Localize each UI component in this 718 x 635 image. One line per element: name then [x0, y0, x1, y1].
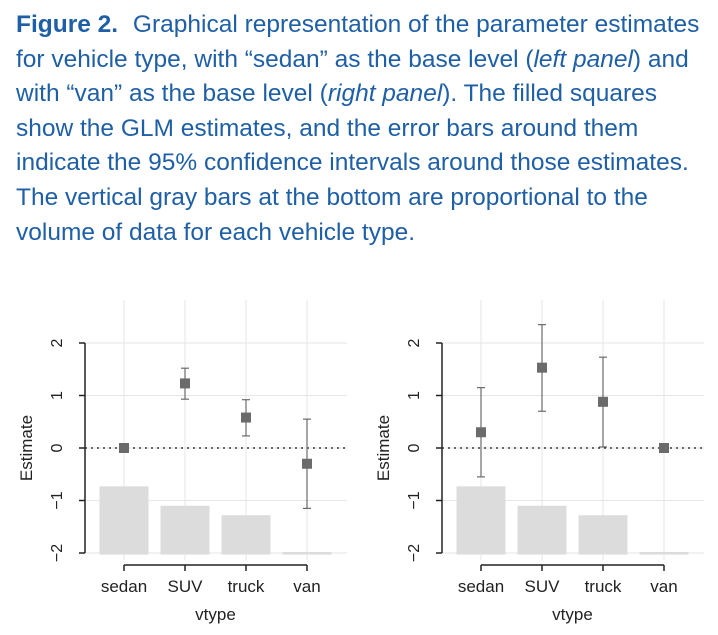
figure-label: Figure 2. [16, 11, 119, 38]
right-ytick-label: 1 [406, 391, 423, 400]
right-ytick-label: 0 [406, 443, 423, 452]
right-ytick-label: 2 [406, 338, 423, 347]
left-y-axis-title: Estimate [17, 415, 36, 481]
left-volume-bar-truck [221, 515, 271, 555]
right-xtick-label-van: van [650, 577, 677, 596]
right-xtick-label-sedan: sedan [458, 577, 504, 596]
left-estimate-marker-sedan [119, 443, 129, 453]
right-volume-bar-sedan [456, 486, 506, 555]
left-volume-bar-van [282, 551, 332, 555]
left-ytick-label: −1 [49, 491, 66, 509]
right-estimate-marker-van [659, 443, 669, 453]
right-xtick-label-suv: SUV [525, 577, 561, 596]
figure-caption: Figure 2. Graphical representation of th… [16, 8, 706, 250]
left-ytick-label: −2 [49, 544, 66, 562]
right-y-axis-title: Estimate [374, 415, 393, 481]
chart-panel-right: −2 −1 0 1 2 Estimate sedan SUV truck van vtype [374, 300, 704, 624]
right-xtick-label-truck: truck [585, 577, 622, 596]
left-ytick-label: 1 [49, 391, 66, 400]
left-xtick-label-van: van [293, 577, 320, 596]
right-ytick-label: −2 [406, 544, 423, 562]
caption-italic-right-panel: right panel [327, 80, 443, 108]
left-volume-bar-suv [160, 505, 210, 555]
left-estimate-marker-suv [180, 378, 190, 389]
right-volume-bar-van [639, 551, 689, 555]
left-xtick-label-sedan: sedan [101, 577, 147, 596]
right-estimate-marker-suv [537, 362, 547, 373]
caption-text-2: ) and with “van” as the base level ( [16, 45, 689, 108]
caption-text-1: Graphical representation of the paramete… [16, 11, 700, 73]
left-xtick-label-truck: truck [228, 577, 265, 596]
right-x-axis-title: vtype [552, 605, 593, 624]
left-x-axis-title: vtype [195, 605, 236, 624]
left-estimate-marker-van [302, 458, 312, 469]
right-volume-bar-truck [578, 515, 628, 555]
chart-panel-left: −2 −1 0 1 2 Estimate sedan SUV truck van vtype [17, 300, 347, 624]
right-ytick-label: −1 [406, 491, 423, 509]
left-volume-bar-sedan [99, 486, 149, 555]
right-volume-bar-suv [517, 505, 567, 555]
left-xtick-label-suv: SUV [168, 577, 204, 596]
left-ytick-label: 2 [49, 338, 66, 347]
caption-text-3: ). The filled squares show the GLM estim… [16, 80, 689, 246]
right-estimate-marker-sedan [476, 427, 486, 438]
left-estimate-marker-truck [241, 412, 251, 423]
left-ytick-label: 0 [49, 443, 66, 452]
caption-italic-left-panel: left panel [533, 45, 633, 73]
right-estimate-marker-truck [598, 396, 608, 407]
